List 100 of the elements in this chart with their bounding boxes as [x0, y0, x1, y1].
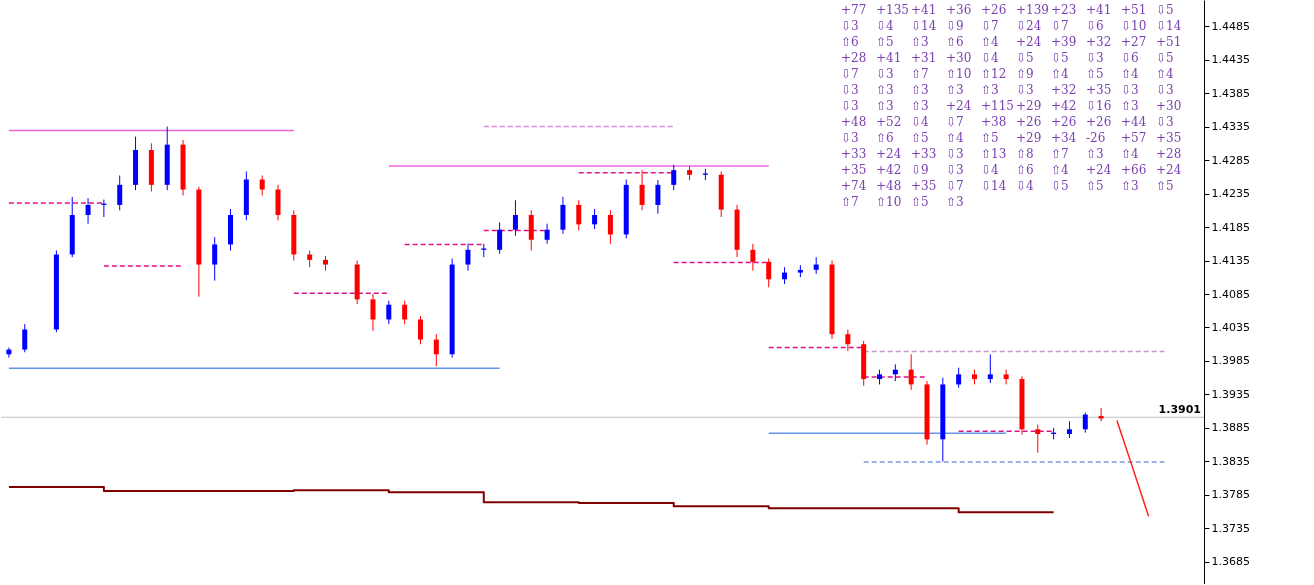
annotation: ⇧3: [1086, 147, 1104, 161]
annotation: +66: [1121, 163, 1147, 177]
annotation: +24: [876, 147, 902, 161]
candlestick: [85, 197, 91, 225]
annotation: +26: [981, 3, 1007, 17]
annotation: ⇧6: [946, 35, 964, 49]
annotation: +26: [1086, 115, 1112, 129]
candlestick: [766, 258, 772, 288]
candlestick: [417, 315, 423, 345]
candlestick: [592, 208, 598, 230]
annotation: +31: [911, 51, 937, 65]
annotation: ⇩7: [946, 115, 964, 129]
annotation: ⇧6: [876, 131, 894, 145]
candlestick: [433, 333, 439, 367]
annotation: ⇩3: [841, 99, 859, 113]
candlestick: [402, 300, 408, 325]
annotation: ⇧3: [876, 99, 894, 113]
annotation: +28: [841, 51, 867, 65]
candlestick: [750, 243, 756, 272]
annotation: ⇧3: [911, 99, 929, 113]
annotation: ⇧5: [1086, 179, 1104, 193]
candlestick: [655, 179, 661, 215]
annotation: +52: [876, 115, 902, 129]
annotation: +32: [1086, 35, 1112, 49]
candlestick: [544, 223, 550, 245]
annotation: ⇧4: [1121, 67, 1140, 81]
annotation: ⇩7: [981, 19, 999, 33]
annotation: ⇩16: [1086, 99, 1112, 113]
candlestick: [1003, 369, 1009, 385]
annotation: ⇧5: [981, 131, 999, 145]
annotation: ⇧3: [1121, 99, 1139, 113]
annotation: ⇩5: [1156, 51, 1174, 65]
candlestick: [386, 300, 392, 325]
annotation: +35: [911, 179, 937, 193]
annotation: +26: [1051, 115, 1077, 129]
annotation: +35: [1156, 131, 1182, 145]
annotation: ⇧4: [1051, 67, 1070, 81]
annotation: ⇧6: [1016, 163, 1034, 177]
annotation: ⇩6: [1086, 19, 1104, 33]
candlestick: [1035, 424, 1041, 454]
annotation: ⇩3: [946, 147, 964, 161]
y-tick-label: 1.4235: [1211, 187, 1250, 201]
annotation: ⇧13: [981, 147, 1007, 161]
annotation: +48: [841, 115, 867, 129]
annotation: +42: [876, 163, 902, 177]
y-tick-label: 1.4485: [1211, 19, 1250, 33]
candlestick: [1082, 412, 1088, 434]
annotation: +35: [841, 163, 867, 177]
annotation: ⇩3: [1121, 83, 1139, 97]
y-tick-label: 1.4135: [1211, 254, 1250, 268]
annotation: ⇩3: [1086, 51, 1104, 65]
annotation: +41: [1086, 3, 1112, 17]
candlestick: [465, 243, 471, 272]
annotation: ⇩3: [1156, 83, 1174, 97]
annotation: ⇩10: [1121, 19, 1147, 33]
annotation: +139: [1016, 3, 1049, 17]
annotation: ⇧6: [841, 35, 859, 49]
annotation: ⇩4: [911, 115, 930, 129]
y-tick-label: 1.3685: [1211, 555, 1250, 569]
annotation: ⇧3: [981, 83, 999, 97]
annotation: ⇧4: [946, 131, 965, 145]
annotation: +24: [1086, 163, 1112, 177]
annotation: +51: [1121, 3, 1147, 17]
annotation: ⇩7: [1051, 19, 1069, 33]
annotation: ⇩3: [1016, 83, 1034, 97]
annotation: +39: [1051, 35, 1077, 49]
annotation: +135: [876, 3, 909, 17]
annotation: ⇩14: [911, 19, 937, 33]
candlestick: [987, 353, 993, 384]
annotation: ⇩3: [841, 83, 859, 97]
candlestick: [259, 174, 265, 197]
annotation: +29: [1016, 99, 1042, 113]
y-tick-label: 1.4035: [1211, 321, 1250, 334]
annotation: ⇩4: [1016, 179, 1035, 193]
annotation: ⇩4: [981, 163, 1000, 177]
annotation: ⇧12: [981, 67, 1007, 81]
annotation: ⇩24: [1016, 19, 1042, 33]
candlestick: [956, 367, 962, 389]
annotation: ⇧7: [911, 67, 929, 81]
annotation: ⇩14: [1156, 19, 1182, 33]
y-tick-label: 1.3935: [1211, 387, 1250, 401]
annotation: ⇩5: [1051, 51, 1069, 65]
annotation: +23: [1051, 3, 1077, 17]
candlestick: [22, 323, 28, 353]
annotation: +32: [1051, 83, 1077, 97]
y-tick-label: 1.4085: [1211, 287, 1250, 301]
annotation: ⇩3: [841, 131, 859, 145]
candlestick: [845, 329, 851, 352]
annotation: +26: [1016, 115, 1042, 129]
y-tick-label: 1.4335: [1211, 120, 1250, 134]
annotation: -26: [1086, 131, 1106, 145]
ref-line-label: 1.3901: [1158, 403, 1201, 417]
annotation: ⇧10: [876, 195, 902, 209]
candlestick: [576, 199, 582, 231]
candlestick: [639, 169, 645, 211]
candlestick: [212, 236, 218, 282]
y-tick-label: 1.3785: [1211, 488, 1250, 502]
annotation: +35: [1086, 83, 1112, 97]
annotation: +24: [1016, 35, 1042, 49]
annotation: +48: [876, 179, 902, 193]
